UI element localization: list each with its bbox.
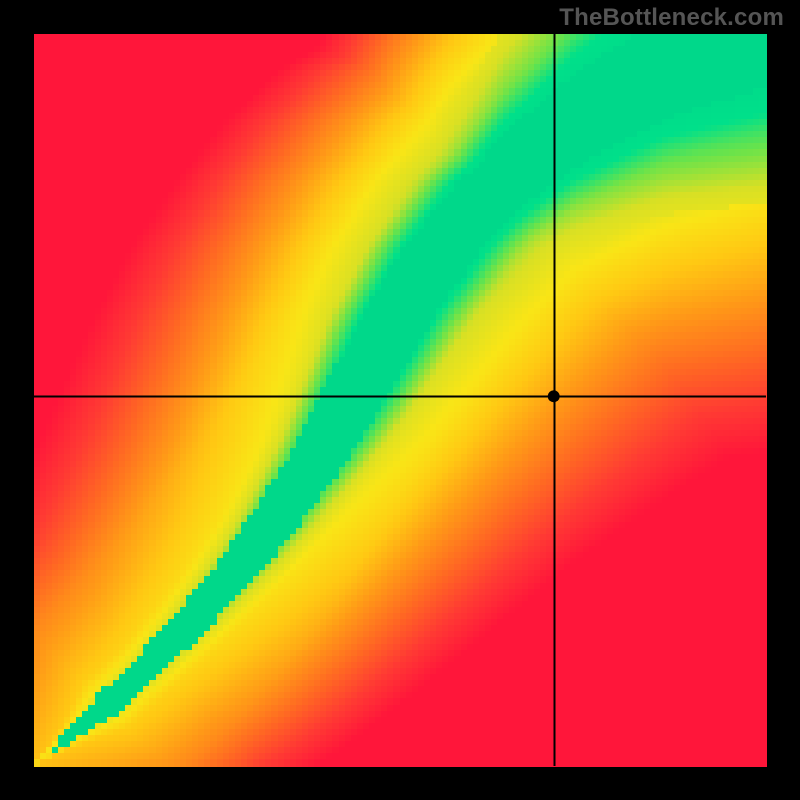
source-watermark: TheBottleneck.com bbox=[559, 4, 784, 32]
heatmap-canvas bbox=[0, 0, 800, 800]
chart-frame: { "source_watermark": { "text": "TheBott… bbox=[0, 0, 800, 800]
